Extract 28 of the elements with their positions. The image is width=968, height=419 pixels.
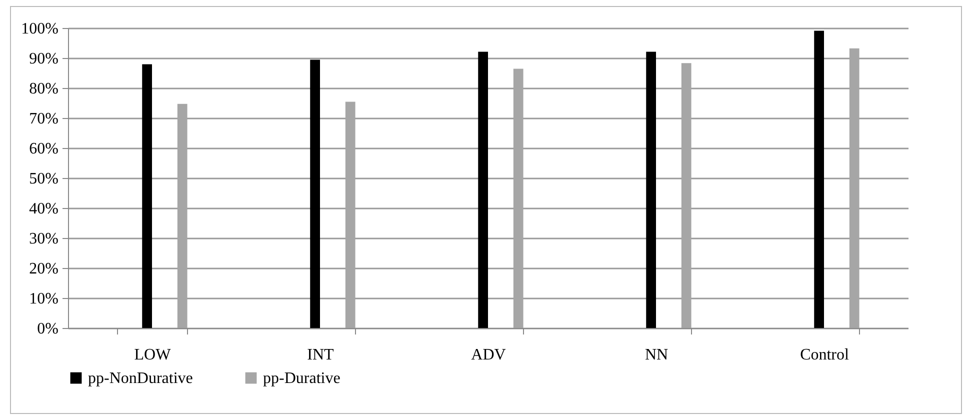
y-tick-label: 10%: [29, 290, 58, 308]
y-tick-label: 100%: [21, 20, 58, 38]
y-tick-label: 40%: [29, 200, 58, 218]
bar: [142, 64, 152, 328]
x-tick-label: INT: [307, 346, 334, 364]
x-tick-label: LOW: [134, 346, 172, 364]
y-tick-label: 50%: [29, 170, 58, 188]
y-tick-label: 60%: [29, 140, 58, 158]
bar: [345, 102, 356, 328]
y-tick-label: 80%: [29, 80, 58, 98]
bar: [849, 48, 860, 328]
x-tick-label: Control: [800, 346, 850, 364]
bar: [681, 63, 692, 328]
y-tick-label: 90%: [29, 50, 58, 68]
bar: [814, 30, 824, 328]
y-tick-label: 30%: [29, 230, 58, 248]
x-tick-label: ADV: [471, 346, 506, 364]
y-tick-label: 0%: [37, 320, 58, 338]
bar: [478, 52, 488, 328]
bar: [513, 68, 524, 328]
bar: [310, 60, 320, 328]
x-tick-label: NN: [644, 346, 668, 364]
legend-label: pp-Durative: [263, 370, 340, 387]
legend-label: pp-NonDurative: [88, 370, 193, 387]
bar: [646, 52, 656, 328]
y-tick-label: 20%: [29, 260, 58, 278]
y-tick-label: 70%: [29, 110, 58, 128]
bar: [177, 104, 188, 328]
